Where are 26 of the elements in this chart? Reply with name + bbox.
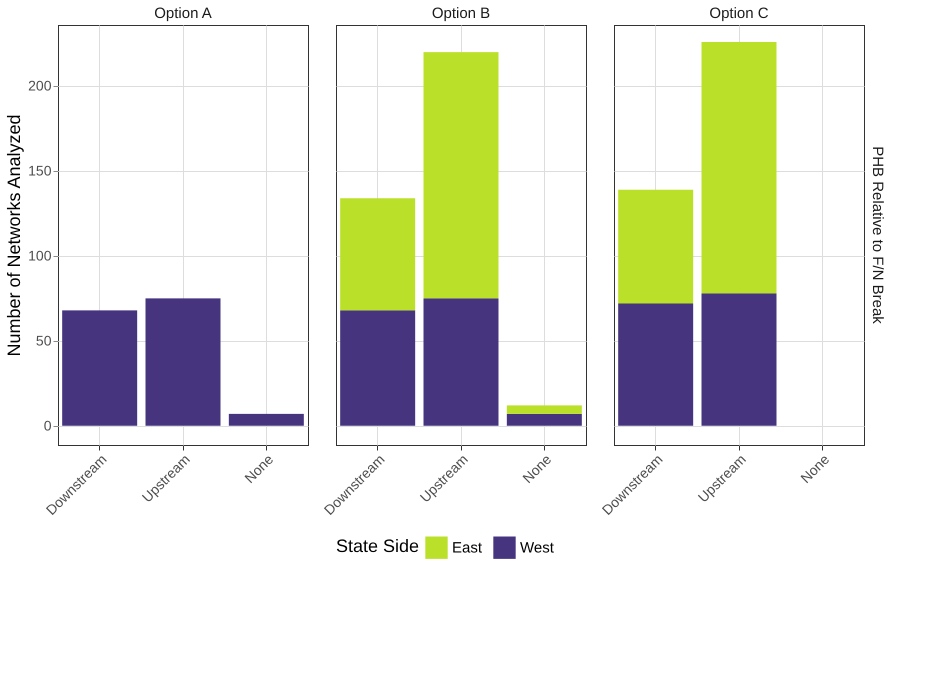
bar — [228, 414, 304, 426]
bar — [702, 42, 776, 294]
y-axis-title: Number of Networks Analyzed — [4, 114, 24, 357]
bar — [506, 405, 582, 414]
text: PHB Relative to F/N Break — [869, 146, 886, 324]
bar — [618, 190, 694, 304]
chart-title: Option A — [154, 5, 212, 22]
bar — [340, 198, 416, 310]
y-tick-label: 0 — [44, 417, 52, 434]
bar — [702, 293, 776, 426]
chart-title: Option C — [709, 5, 769, 22]
bar — [424, 298, 498, 426]
y-tick-label: 200 — [28, 78, 52, 94]
legend-label: West — [520, 540, 555, 557]
y-tick-label: 50 — [36, 332, 52, 348]
bar — [424, 52, 498, 298]
chart-title: Option B — [432, 5, 490, 22]
legend-title: State Side — [336, 536, 420, 556]
bar — [618, 304, 694, 426]
bar — [506, 414, 582, 426]
y-tick-label: 100 — [28, 247, 52, 264]
bar — [62, 310, 138, 426]
y-tick-label: 150 — [28, 162, 52, 179]
bar — [146, 298, 220, 426]
bar — [340, 310, 416, 426]
legend-label: East — [452, 540, 483, 557]
